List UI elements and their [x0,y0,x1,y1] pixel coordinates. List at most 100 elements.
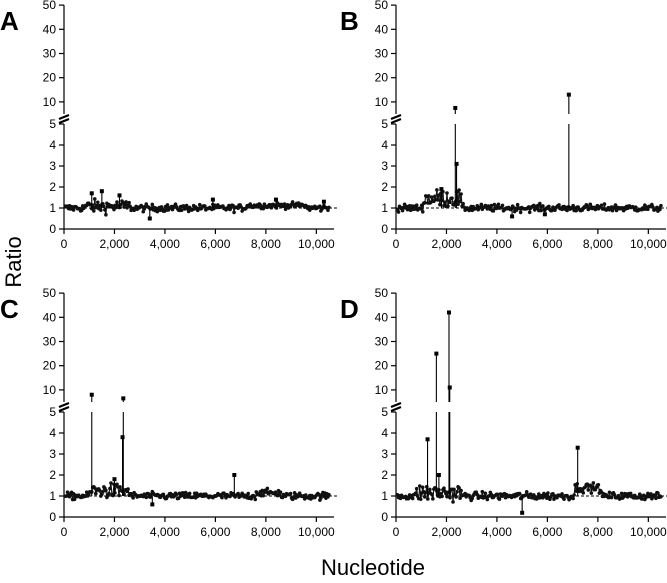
y-tick-label: 2 [381,468,388,482]
y-tick-label: 3 [49,447,56,461]
y-tick-label: 50 [43,286,57,300]
y-tick-label: 4 [49,426,56,440]
x-tick-label: 4,000 [482,237,512,251]
data-point [589,491,594,495]
x-tick-label: 2,000 [431,237,461,251]
y-tick-label: 10 [43,95,57,109]
y-tick-label: 5 [381,405,388,419]
ratio-series [395,481,663,504]
y-tick-label: 20 [375,359,389,373]
peak-point [447,385,452,390]
y-tick-label: 40 [43,22,57,36]
peak-point [89,392,94,397]
data-point [440,494,444,499]
panel-letter: B [340,6,359,36]
data-point [91,209,96,213]
y-tick-label: 30 [375,47,389,61]
data-point [253,497,258,502]
axis-break-mark [390,401,402,409]
y-tick-label: 1 [49,489,56,503]
data-point [590,485,595,490]
y-tick-label: 20 [43,71,57,85]
data-point [327,205,331,210]
peak-point [510,214,515,219]
y-tick-label: 2 [49,180,56,194]
y-tick-label: 10 [43,383,57,397]
axis-break-mark [58,405,70,413]
peak-point [121,396,126,401]
x-tick-label: 8,000 [251,237,281,251]
x-tick-label: 0 [61,525,68,539]
peak-point [321,199,326,204]
y-tick-label: 50 [43,0,57,12]
peak-point [147,216,152,221]
x-tick-label: 8,000 [251,525,281,539]
x-tick-label: 6,000 [532,237,562,251]
x-tick-label: 8,000 [583,525,613,539]
axis-break-mark [390,405,402,413]
y-tick-label: 3 [49,159,56,173]
peak-point [454,161,459,166]
x-tick-label: 10,000 [630,525,667,539]
y-tick-label: 20 [375,71,389,85]
y-tick-label: 5 [49,405,56,419]
y-tick-label: 10 [375,95,389,109]
data-point [448,496,452,500]
y-tick-label: 4 [381,138,388,152]
panel-letter: C [0,294,19,324]
data-point [67,494,72,499]
data-point [659,203,663,208]
data-point [485,497,490,502]
data-point [425,497,430,501]
y-tick-label: 0 [49,222,56,236]
data-point [144,495,149,500]
y-tick-label: 0 [381,222,388,236]
series-segment [105,203,108,215]
y-tick-label: 40 [375,22,389,36]
axis-break-mark [58,117,70,125]
series-segment [446,193,449,207]
peak-point [232,473,237,477]
data-point [101,489,105,494]
peak-point [436,473,441,477]
peak-point [453,105,458,110]
peak-point [273,197,278,202]
peak-point [150,502,155,507]
peak-point [117,193,122,198]
data-point [410,496,415,501]
data-point [319,496,323,500]
panel-c: C 0 1 2 3 4 5 10 20 30 40 50 0 2,000 4,000 6,000 8,000 10… [0,286,338,539]
y-tick-label: 0 [381,510,388,524]
x-tick-label: 4,000 [482,525,512,539]
x-axis-title: Nucleotide [321,555,425,580]
data-point [327,492,331,497]
y-axis-title: Ratio [1,236,26,287]
x-tick-label: 8,000 [583,237,613,251]
data-point [659,494,663,499]
panel-letter: D [340,294,359,324]
x-tick-label: 0 [393,237,400,251]
y-tick-label: 30 [43,47,57,61]
peak-point [120,435,125,440]
x-tick-label: 2,000 [431,525,461,539]
y-tick-label: 30 [43,335,57,349]
x-tick-label: 6,000 [200,237,230,251]
x-tick-label: 4,000 [150,237,180,251]
y-tick-label: 4 [49,138,56,152]
x-tick-label: 10,000 [298,237,335,251]
x-tick-label: 2,000 [99,525,129,539]
data-point [562,497,566,501]
y-tick-label: 3 [381,159,388,173]
panel-a: A 0 1 2 3 4 5 10 20 30 40 50 0 2,000 4,000 6,000 8,000 10… [0,0,338,251]
axis-break-mark [390,113,402,121]
data-point [117,493,121,498]
x-tick-label: 10,000 [298,525,335,539]
series-segment [110,483,113,495]
x-tick-label: 6,000 [532,525,562,539]
y-tick-label: 50 [375,286,389,300]
axis-break-mark [390,117,402,125]
peak-point [89,191,94,196]
ratio-series [63,197,331,217]
peak-point [575,445,580,450]
peak-point [439,187,444,192]
